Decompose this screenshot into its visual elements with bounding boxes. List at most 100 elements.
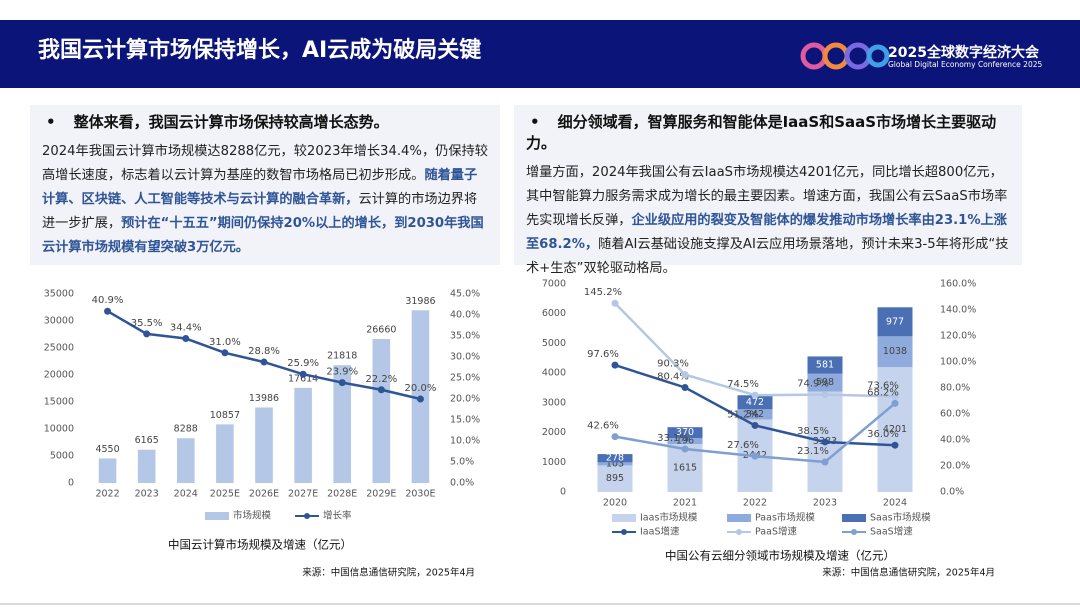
line-label: 51.2% bbox=[727, 409, 759, 420]
x-tick-label: 2020 bbox=[603, 498, 627, 509]
line-label: 73.6% bbox=[867, 380, 899, 391]
line-point bbox=[751, 421, 759, 429]
line-label: 23.1% bbox=[797, 446, 829, 457]
bar-label: 4550 bbox=[95, 444, 119, 455]
line-label: 33.1% bbox=[657, 433, 689, 444]
line-label: 68.2% bbox=[867, 387, 899, 398]
x-tick-label: 2024 bbox=[883, 498, 907, 509]
y-tick-label: 7000 bbox=[542, 279, 566, 290]
x-tick-label: 2025E bbox=[210, 489, 240, 500]
logo-mark bbox=[800, 42, 890, 70]
bar bbox=[877, 307, 913, 337]
logo-subtitle: Global Digital Economy Conference 2025 bbox=[888, 60, 1043, 69]
y-tick-label: 15000 bbox=[44, 397, 74, 408]
line-point bbox=[104, 307, 112, 315]
legend-label: PaaS增速 bbox=[755, 526, 797, 538]
chart-title: 中国云计算市场规模及增速（亿元） bbox=[168, 538, 352, 552]
bar-label: 895 bbox=[606, 473, 624, 484]
line-label: 80.4% bbox=[657, 371, 689, 382]
footer-line bbox=[0, 603, 1080, 605]
slide-title: 我国云计算市场保持增长，AI云成为破局关键 bbox=[38, 38, 482, 63]
bar-label: 17614 bbox=[288, 373, 318, 384]
legend-label: SaaS增速 bbox=[870, 526, 913, 538]
bar bbox=[597, 454, 633, 463]
chart-title: 中国公有云细分领域市场规模及增速（亿元） bbox=[665, 549, 895, 563]
line-point bbox=[143, 330, 151, 338]
bar bbox=[137, 449, 156, 483]
x-tick-label: 2022 bbox=[95, 489, 119, 500]
line-label: 97.6% bbox=[587, 349, 619, 360]
x-tick-label: 2023 bbox=[135, 489, 159, 500]
x-tick-label: 2023 bbox=[813, 498, 837, 509]
bar bbox=[667, 427, 703, 439]
panel-heading: 细分领域看，智算服务和智能体是IaaS和SaaS市场增长主要驱动力。 bbox=[526, 111, 1010, 153]
logo-title: 2025全球数字经济大会 bbox=[888, 45, 1039, 61]
line-label: 145.2% bbox=[584, 287, 622, 298]
line-point bbox=[182, 335, 190, 343]
highlight-text: 预计在“十五五”期间仍保持20%以上的增长，到2030年我国云计算市场规模有望突… bbox=[42, 216, 484, 255]
line-point bbox=[681, 445, 689, 453]
y-tick-label: 5000 bbox=[50, 451, 74, 462]
y2-tick-label: 100.0% bbox=[940, 357, 976, 368]
body-text: 2024年我国云计算市场规模达8288亿元，较2023年增长34.4%，仍保持较… bbox=[42, 144, 488, 183]
bar-label: 13986 bbox=[249, 393, 279, 404]
line-point bbox=[821, 391, 829, 399]
y-tick-label: 0 bbox=[68, 478, 74, 489]
bar bbox=[807, 356, 843, 374]
bar bbox=[737, 409, 773, 420]
legend-label: Paas市场规模 bbox=[755, 512, 815, 524]
line-point bbox=[338, 379, 346, 387]
y2-tick-label: 40.0% bbox=[450, 310, 480, 321]
bar-label: 26660 bbox=[366, 325, 396, 336]
highlight-text: 企业级应用的裂变及智能体的爆发推动市场增长率由23.1%上涨至68.2%， bbox=[526, 213, 1007, 252]
legend-swatch bbox=[851, 529, 857, 535]
bar bbox=[667, 438, 703, 445]
line-label: 90.3% bbox=[657, 359, 689, 370]
line-point bbox=[891, 441, 899, 449]
bar bbox=[333, 365, 352, 483]
line-label: 38.5% bbox=[797, 426, 829, 437]
y2-tick-label: 0.0% bbox=[940, 487, 964, 498]
line-point bbox=[751, 391, 759, 399]
line-point bbox=[221, 349, 229, 357]
y-tick-label: 4000 bbox=[542, 368, 566, 379]
chart-source: 来源：中国信息通信研究院，2025年4月 bbox=[302, 567, 475, 579]
body-text: 云计算的市场边界将进一步扩展， bbox=[42, 192, 478, 231]
x-tick-label: 2028E bbox=[327, 489, 357, 500]
bar bbox=[807, 373, 843, 392]
legend-swatch bbox=[304, 513, 310, 519]
y-tick-label: 2000 bbox=[542, 427, 566, 438]
line-label: 74.5% bbox=[727, 379, 759, 390]
y-tick-label: 1000 bbox=[542, 457, 566, 468]
bar-label: 31986 bbox=[405, 296, 435, 307]
y2-tick-label: 60.0% bbox=[940, 409, 970, 420]
bar bbox=[877, 336, 913, 368]
y-tick-label: 30000 bbox=[44, 316, 74, 327]
legend-label: IaaS增速 bbox=[640, 526, 680, 538]
y2-tick-label: 25.0% bbox=[450, 373, 480, 384]
bar-label: 1615 bbox=[673, 463, 697, 474]
bar-label: 196 bbox=[676, 436, 694, 447]
x-tick-label: 2027E bbox=[288, 489, 318, 500]
body-text: 增量方面，2024年我国公有云IaaS市场规模达4201亿元，同比增长超800亿… bbox=[526, 165, 1008, 228]
body-text: 随着AI云基础设施支撑及AI云应用场景落地，预计未来3-5年将形成“技术+生态”… bbox=[526, 237, 1009, 276]
legend-label: 增长率 bbox=[323, 510, 352, 522]
y-tick-label: 20000 bbox=[44, 370, 74, 381]
y2-tick-label: 40.0% bbox=[940, 435, 970, 446]
line-point bbox=[611, 299, 619, 307]
y2-tick-label: 5.0% bbox=[450, 457, 474, 468]
x-tick-label: 2024 bbox=[174, 489, 198, 500]
legend-label: 市场规模 bbox=[233, 510, 272, 522]
line-label: 25.9% bbox=[287, 358, 319, 369]
bar-label: 278 bbox=[606, 453, 624, 464]
bar-label: 598 bbox=[816, 377, 834, 388]
bar bbox=[877, 367, 913, 492]
y-tick-label: 10000 bbox=[44, 424, 74, 435]
highlight-text: 随着量子计算、区块链、人工智能等技术与云计算的融合革新， bbox=[42, 168, 478, 207]
bar bbox=[255, 407, 273, 483]
line-label: 36.0% bbox=[867, 429, 899, 440]
line-point bbox=[751, 452, 759, 460]
panel-body: 增量方面，2024年我国公有云IaaS市场规模达4201亿元，同比增长超800亿… bbox=[526, 161, 1010, 281]
line-point bbox=[681, 371, 689, 379]
legend-label: Saas市场规模 bbox=[870, 512, 931, 524]
